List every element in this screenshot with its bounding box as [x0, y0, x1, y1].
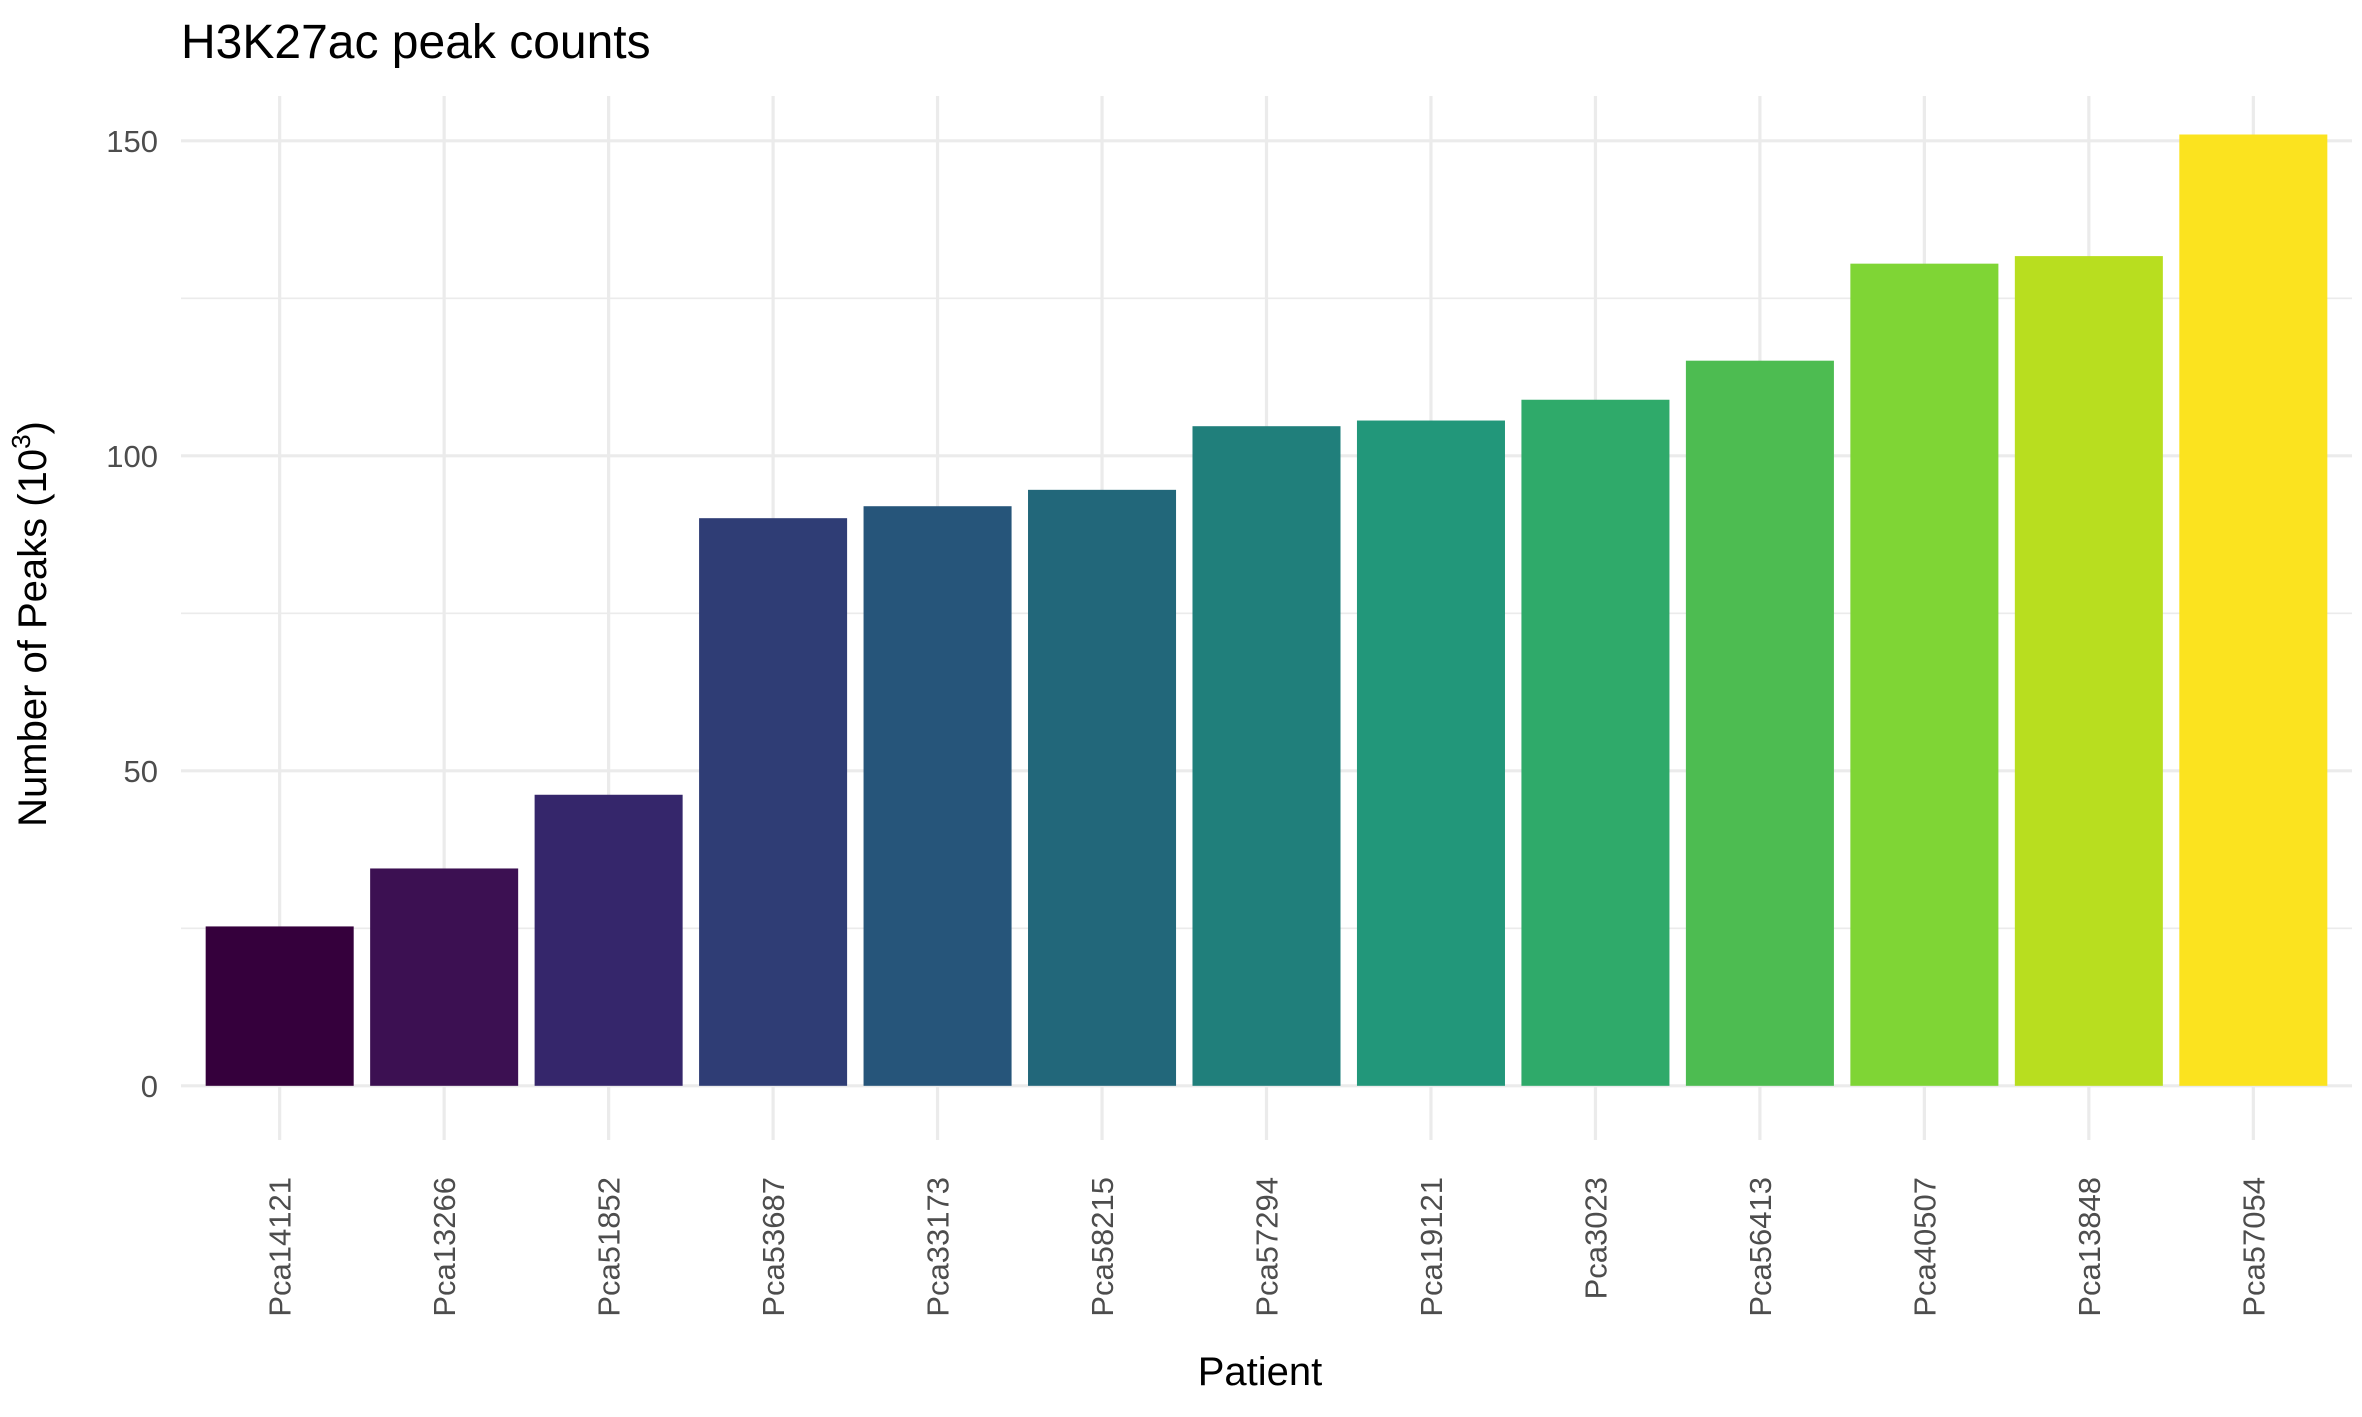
- x-tick-label: Pca40507: [1907, 1177, 1942, 1317]
- bar-pca33173: [863, 506, 1012, 1086]
- x-tick-label: Pca56413: [1743, 1177, 1778, 1317]
- x-tick-label: Pca53687: [756, 1177, 791, 1317]
- bar-pca3023: [1521, 399, 1670, 1086]
- x-tick-label: Pca57294: [1250, 1177, 1285, 1317]
- x-tick-label: Pca58215: [1085, 1177, 1120, 1317]
- x-tick-label: Pca14121: [263, 1177, 298, 1317]
- x-tick-label: Pca3023: [1578, 1177, 1613, 1299]
- bar-pca57294: [1192, 426, 1341, 1086]
- y-tick-label: 100: [106, 439, 158, 474]
- bar-pca51852: [534, 794, 683, 1086]
- y-axis-ticks: 0 50 100 150: [106, 124, 158, 1104]
- bar-pca53687: [699, 518, 848, 1086]
- bar-pca13848: [2014, 256, 2163, 1086]
- x-tick-label: Pca13266: [427, 1177, 462, 1317]
- x-tick-label: Pca19121: [1414, 1177, 1449, 1317]
- y-axis-title-main: Number of Peaks (10: [11, 449, 55, 827]
- x-axis-ticks: Pca14121 Pca13266 Pca51852 Pca53687 Pca33173…: [263, 1177, 2272, 1317]
- bar-pca19121: [1356, 420, 1505, 1086]
- x-tick-label: Pca51852: [592, 1177, 627, 1317]
- y-axis-title-superscript: 3: [6, 434, 36, 448]
- bar-pca56413: [1685, 360, 1834, 1086]
- y-axis-title: Number of Peaks (103): [6, 421, 55, 827]
- bar-pca14121: [205, 926, 354, 1086]
- bar-pca57054: [2179, 134, 2328, 1086]
- x-tick-label: Pca57054: [2236, 1177, 2271, 1317]
- bar-pca58215: [1028, 489, 1177, 1086]
- bars: [205, 134, 2328, 1086]
- y-axis-title-end: ): [11, 421, 55, 434]
- y-tick-label: 0: [141, 1069, 158, 1104]
- bar-pca40507: [1850, 263, 1999, 1086]
- x-axis-title: Patient: [1198, 1350, 1323, 1394]
- chart-title: H3K27ac peak counts: [181, 16, 651, 69]
- x-tick-label: Pca13848: [2072, 1177, 2107, 1317]
- y-tick-label: 150: [106, 124, 158, 159]
- bar-pca13266: [370, 868, 519, 1086]
- y-tick-label: 50: [124, 754, 158, 789]
- x-tick-label: Pca33173: [921, 1177, 956, 1317]
